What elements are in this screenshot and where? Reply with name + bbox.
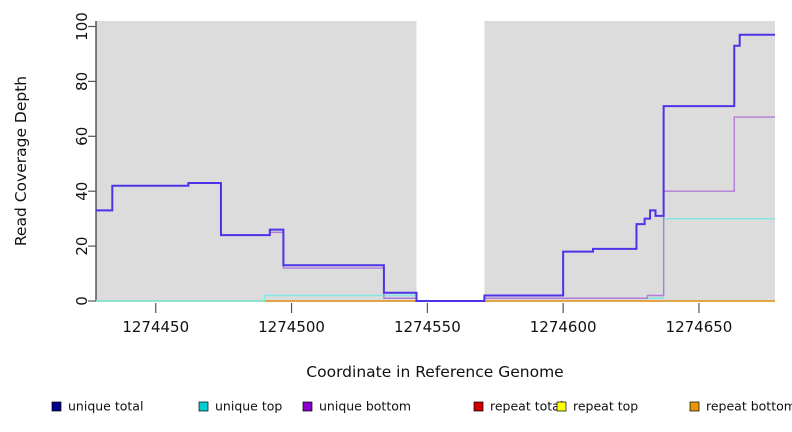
legend-label-repeat-top: repeat top — [573, 399, 638, 414]
plot-background-group — [96, 21, 775, 301]
y-tick-label: 100 — [73, 12, 91, 41]
legend-swatch-repeat-bottom — [689, 401, 700, 412]
x-tick-label: 1274450 — [122, 318, 189, 336]
data-series-group — [96, 33, 775, 302]
y-tick-label: 40 — [73, 182, 91, 201]
x-tick-label: 1274650 — [666, 318, 733, 336]
legend-swatch-repeat-top — [556, 401, 567, 412]
x-tick-label: 1274550 — [394, 318, 461, 336]
y-axis-title: Read Coverage Depth — [12, 76, 30, 246]
legend: unique total unique top unique bottom repea… — [51, 399, 792, 414]
x-axis: 1274450 1274500 1274550 1274600 1274650 — [96, 300, 775, 336]
y-tick-label: 20 — [73, 237, 91, 256]
legend-label-repeat-bottom: repeat bottom — [706, 399, 792, 414]
legend-label-repeat-total: repeat total — [490, 399, 563, 414]
legend-swatch-unique-bottom — [302, 401, 313, 412]
legend-label-unique-total: unique total — [68, 399, 143, 414]
legend-swatch-unique-top — [198, 401, 209, 412]
y-tick-label: 60 — [73, 127, 91, 146]
legend-label-unique-top: unique top — [215, 399, 282, 414]
series-unique-total — [96, 33, 775, 302]
y-tick-label: 0 — [73, 296, 91, 306]
legend-swatch-unique-total — [51, 401, 62, 412]
legend-swatch-repeat-total — [473, 401, 484, 412]
y-axis: 0 20 40 60 80 100 — [73, 12, 97, 306]
x-axis-title: Coordinate in Reference Genome — [306, 363, 563, 381]
y-tick-label: 80 — [73, 72, 91, 91]
legend-label-unique-bottom: unique bottom — [319, 399, 411, 414]
coverage-gap-region — [416, 21, 485, 301]
x-tick-label: 1274500 — [258, 318, 325, 336]
x-tick-label: 1274600 — [530, 318, 597, 336]
